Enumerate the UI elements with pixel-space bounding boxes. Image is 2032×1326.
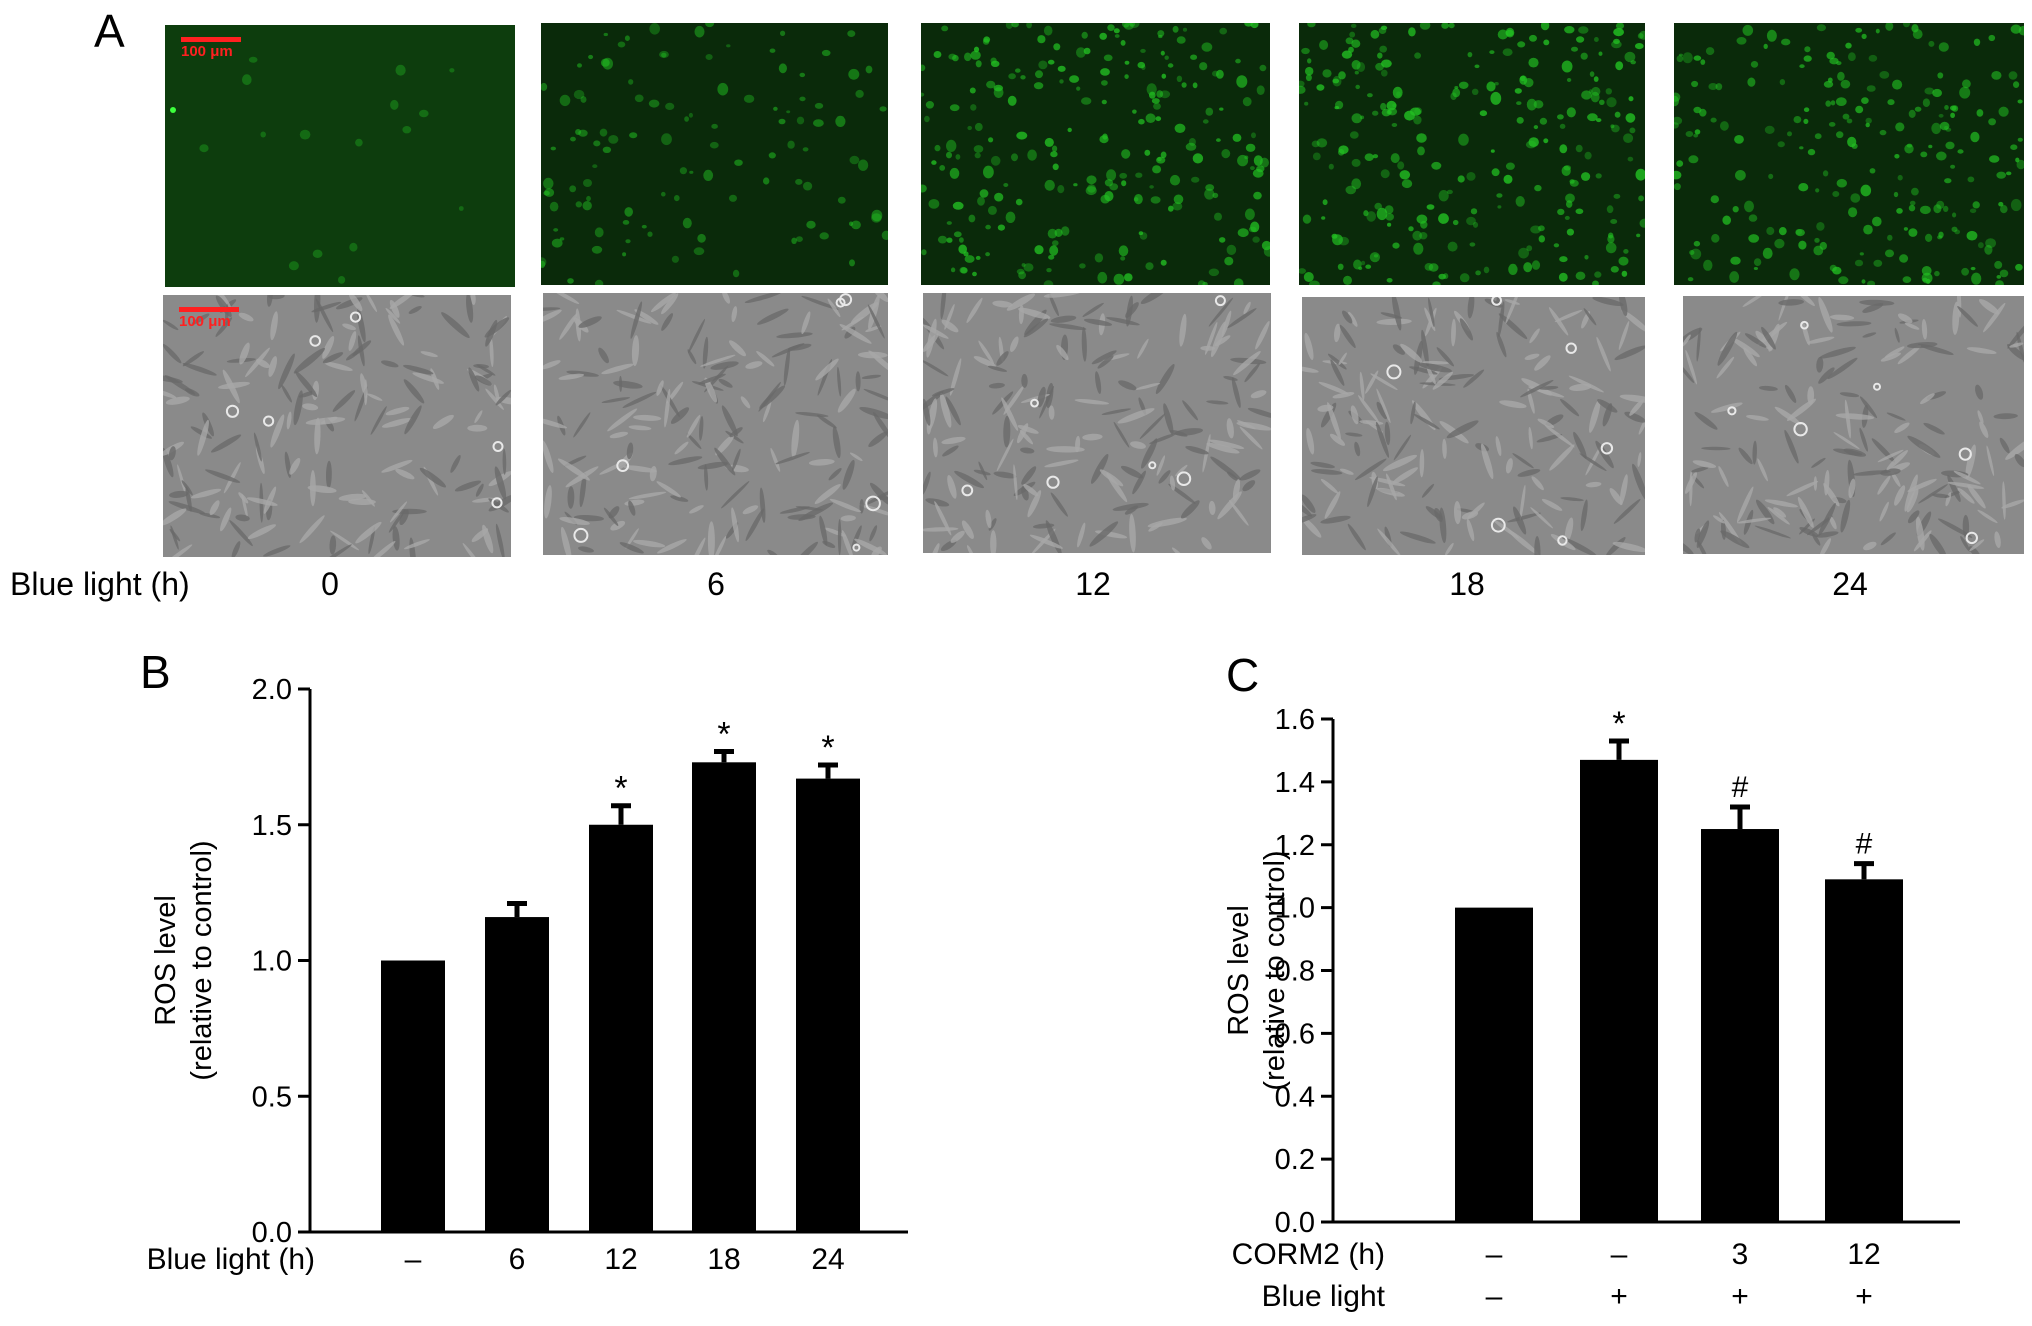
bar	[1455, 907, 1533, 1222]
row-label: Blue light	[1262, 1280, 1386, 1313]
row-value: 12	[1847, 1238, 1880, 1271]
y-tick-label: 1.0	[252, 946, 292, 978]
scale-bar-label: 100 μm	[181, 43, 233, 60]
y-tick-label: 0.4	[1275, 1081, 1315, 1113]
panel-b-letter: B	[140, 646, 171, 698]
panel-a-row-label: Blue light (h)	[10, 566, 190, 602]
scale-bar-line	[179, 307, 239, 312]
row-value: –	[405, 1243, 422, 1276]
y-tick-label: 0.2	[1275, 1144, 1315, 1176]
phase-contrast-image-0: 100 μm	[163, 295, 511, 557]
row-value: 18	[707, 1243, 740, 1276]
row-label: CORM2 (h)	[1232, 1238, 1385, 1271]
chart-b: 0.0 0.5 1.0 1.5 2.0 ROS level (relative to con…	[147, 674, 908, 1276]
fluorescence-image-18	[1299, 23, 1645, 285]
panel-a-letter: A	[94, 5, 125, 57]
significance-marker: *	[614, 770, 627, 808]
y-axis-label-line-1: ROS level	[150, 895, 182, 1026]
row-value: 6	[509, 1243, 526, 1276]
fluorescence-image-24	[1674, 23, 2024, 285]
bar	[485, 917, 549, 1232]
scale-bar-line	[181, 37, 241, 42]
y-axis-label-line-2: (relative to control)	[1259, 850, 1291, 1090]
bar	[796, 778, 860, 1232]
bar	[692, 762, 756, 1232]
row-value: –	[1611, 1238, 1628, 1271]
y-tick-label: 2.0	[252, 674, 292, 706]
fluorescence-image-12	[921, 23, 1270, 285]
significance-marker: #	[1856, 828, 1873, 861]
significance-marker: *	[1612, 705, 1625, 743]
significance-marker: *	[821, 729, 834, 767]
row-value: 3	[1732, 1238, 1749, 1271]
fluorescence-image-0: 100 μm	[165, 25, 515, 287]
bar	[589, 824, 653, 1232]
row-value: +	[1855, 1280, 1873, 1313]
y-tick-label: 1.0	[1275, 893, 1315, 925]
phase-contrast-image-6	[543, 293, 888, 555]
timepoint-label: 0	[321, 566, 339, 602]
row-value: +	[1610, 1280, 1628, 1313]
timepoint-label: 18	[1449, 566, 1485, 602]
bar	[381, 960, 445, 1232]
y-axis-label: ROS level (relative to control)	[1223, 850, 1291, 1090]
timepoint-label: 6	[707, 566, 725, 602]
scale-bar: 100 μm	[181, 37, 241, 60]
y-tick-label: 0.6	[1275, 1018, 1315, 1050]
row-value: 12	[604, 1243, 637, 1276]
significance-marker: *	[717, 715, 730, 753]
y-axis-label-line-1: ROS level	[1223, 905, 1255, 1036]
bar	[1580, 759, 1658, 1222]
row-value: +	[1731, 1280, 1749, 1313]
y-tick-label: 1.5	[252, 810, 292, 842]
y-tick-label: 1.2	[1275, 830, 1315, 862]
y-axis-label: ROS level (relative to control)	[150, 840, 218, 1080]
timepoint-label: 24	[1832, 566, 1868, 602]
chart-c: 0.0 0.2 0.4 0.6 0.8 1.0 1.2 1.4 1.6 ROS level (rel…	[1223, 704, 1960, 1313]
scale-bar-label: 100 μm	[179, 313, 231, 330]
y-tick-label: 0.8	[1275, 956, 1315, 988]
y-tick-label: 0.0	[252, 1217, 292, 1249]
row-value: –	[1486, 1280, 1503, 1313]
row-label: Blue light (h)	[147, 1243, 315, 1276]
scale-bar: 100 μm	[179, 307, 239, 330]
phase-contrast-image-12	[923, 293, 1271, 553]
phase-contrast-image-18	[1302, 297, 1645, 555]
y-tick-label: 0.0	[1275, 1207, 1315, 1239]
bar	[1701, 829, 1779, 1222]
fluorescence-image-6	[541, 23, 888, 285]
panel-c-letter: C	[1226, 649, 1260, 701]
row-value: –	[1486, 1238, 1503, 1271]
y-tick-label: 1.4	[1275, 767, 1315, 799]
bar	[1825, 879, 1903, 1222]
phase-contrast-image-24	[1683, 296, 2024, 554]
row-value: 24	[811, 1243, 844, 1276]
significance-marker: #	[1732, 771, 1749, 804]
y-axis-label-line-2: (relative to control)	[186, 840, 218, 1080]
y-tick-label: 0.5	[252, 1081, 292, 1113]
timepoint-label: 12	[1075, 566, 1111, 602]
y-tick-label: 1.6	[1275, 704, 1315, 736]
